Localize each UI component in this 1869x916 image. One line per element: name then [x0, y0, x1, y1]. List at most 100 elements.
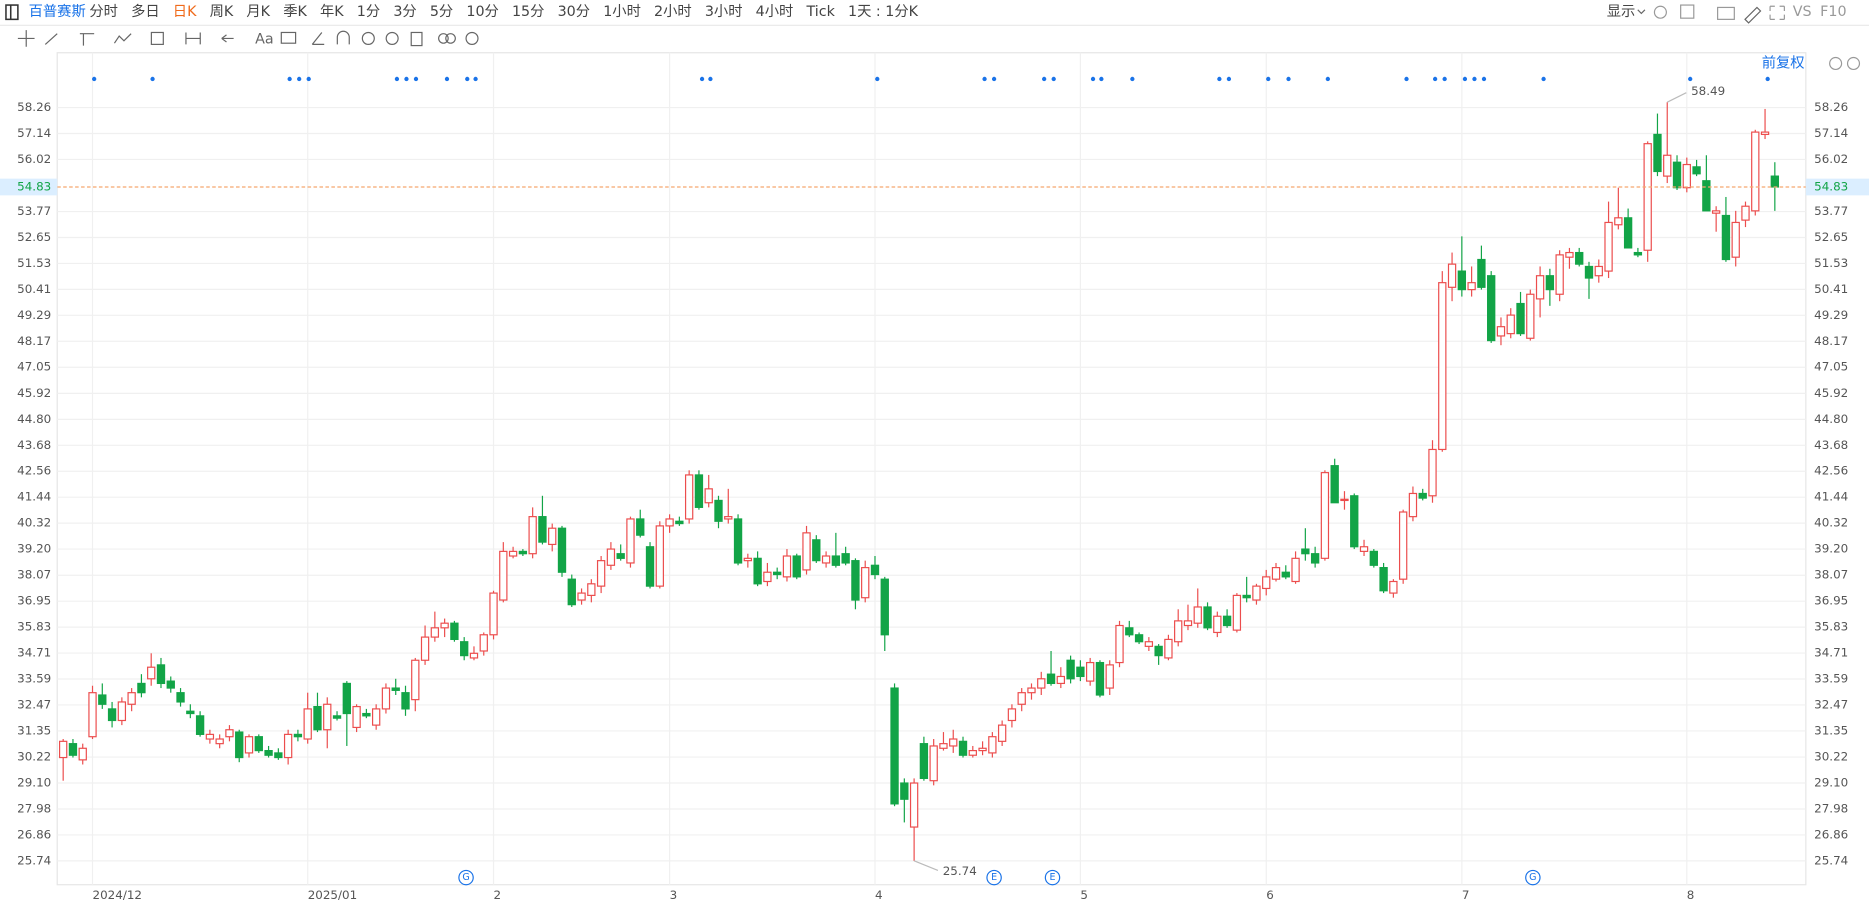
event-marker[interactable] [986, 869, 1002, 886]
magnet-tool[interactable] [336, 30, 350, 45]
period-button[interactable]: 2小时 [654, 3, 692, 20]
wave-tool[interactable] [113, 33, 132, 44]
move-tool[interactable] [17, 30, 35, 47]
candle-body [1154, 645, 1163, 657]
y-tick-label: 49.29 [17, 308, 51, 322]
candle-body [1408, 492, 1418, 518]
fullscreen-icon[interactable] [1769, 5, 1785, 20]
y-tick-label-right: 35.83 [1814, 620, 1848, 634]
angle-tool[interactable] [311, 32, 325, 45]
period-button[interactable]: 30分 [558, 3, 591, 20]
event-marker[interactable] [1044, 869, 1061, 886]
candle-body [861, 567, 870, 599]
candle-body [782, 555, 792, 578]
candle-body [1760, 131, 1770, 136]
candle-body [929, 745, 938, 782]
candle-body [1545, 275, 1555, 291]
axis-labels: 58.26 58.26 57.14 57.14 56.02 56.02 53.77 53.77… [0, 84, 1869, 902]
period-button[interactable]: Tick [805, 4, 835, 20]
hide-tool[interactable] [385, 31, 399, 45]
candle-body [939, 743, 948, 749]
symbol-name[interactable]: 百普赛斯 [29, 3, 86, 20]
candle-body [1770, 175, 1780, 188]
candle-body [1496, 326, 1506, 337]
draw-icon[interactable] [1744, 6, 1762, 24]
period-button[interactable]: 3分 [393, 3, 416, 20]
delete-tool[interactable] [410, 31, 423, 47]
candle-body [1457, 270, 1467, 291]
candle-body [1095, 661, 1105, 696]
display-menu[interactable]: 显示 [1607, 4, 1636, 20]
y-tick-label: 31.35 [17, 723, 51, 737]
snapshot-icon[interactable] [1717, 6, 1735, 20]
period-button[interactable]: 10分 [466, 3, 499, 20]
candle-body [195, 715, 205, 735]
last-price-label: 54.83 [17, 179, 51, 193]
event-marker-label: E [991, 872, 997, 883]
range-tool[interactable] [185, 32, 201, 45]
layout-icon[interactable] [1680, 4, 1695, 19]
y-tick-label-right: 57.14 [1814, 126, 1848, 140]
candle-body [870, 564, 880, 576]
period-button[interactable]: 分时 [89, 3, 118, 20]
period-button[interactable]: 5分 [430, 3, 453, 20]
period-button[interactable]: 年K [320, 3, 344, 20]
candle-body [1203, 606, 1212, 629]
candle-body [274, 752, 283, 759]
period-button[interactable]: 月K [246, 4, 270, 20]
y-tick-label-right: 27.98 [1814, 801, 1848, 815]
line-tool[interactable] [44, 33, 58, 45]
candle-body [342, 682, 351, 715]
y-tick-label: 25.74 [17, 853, 51, 867]
candle-body [1653, 133, 1662, 173]
candle-body [1007, 708, 1017, 722]
candle-body [733, 518, 743, 564]
overlay-tool[interactable] [438, 33, 449, 44]
sidebar-toggle[interactable] [5, 4, 19, 21]
y-tick-label: 58.26 [17, 100, 51, 114]
period-button[interactable]: 1分 [357, 3, 380, 20]
arrow-tool[interactable] [221, 34, 234, 43]
event-dot [404, 76, 409, 82]
zoom-in[interactable] [1846, 56, 1861, 71]
candle-body [1584, 265, 1594, 279]
measure-tool[interactable] [150, 31, 164, 45]
period-button[interactable]: 1小时 [603, 3, 641, 20]
event-dot [1481, 76, 1487, 82]
zoom-out[interactable] [1829, 56, 1843, 71]
comment-tool[interactable] [280, 31, 297, 44]
period-button[interactable]: 15分 [512, 3, 545, 20]
candle-body [753, 557, 762, 585]
candle-body [479, 634, 488, 652]
period-button[interactable]: 4小时 [756, 3, 794, 20]
adjust-mode[interactable]: 前复权 [1762, 53, 1805, 71]
period-button[interactable]: 多日 [131, 3, 160, 20]
period-button[interactable]: 季K [283, 3, 307, 20]
x-tick-label: 3 [670, 888, 678, 902]
candle-body [821, 555, 831, 564]
candle-body [1702, 180, 1711, 212]
settings-icon[interactable] [1653, 5, 1667, 19]
y-tick-label-right: 49.29 [1814, 308, 1848, 322]
candle-body [235, 731, 244, 759]
event-marker[interactable] [1525, 869, 1541, 886]
tool-settings[interactable] [465, 31, 479, 45]
period-button[interactable]: 日K [173, 4, 197, 20]
lock-tool[interactable] [361, 31, 375, 45]
y-tick-label: 39.20 [17, 542, 51, 556]
period-button[interactable]: 3小时 [705, 3, 743, 20]
y-tick-label: 48.17 [17, 334, 51, 348]
candle-body [508, 550, 518, 557]
candle-body [616, 553, 625, 559]
fib-tool[interactable] [79, 33, 95, 46]
event-marker[interactable] [458, 869, 474, 886]
period-button[interactable]: 周K [210, 4, 234, 20]
candle-body [107, 708, 117, 722]
f10-button[interactable]: F10 [1820, 4, 1846, 20]
event-dot [1472, 76, 1477, 82]
candle-body [420, 636, 430, 661]
candle-body [1301, 548, 1310, 555]
text-tool[interactable]: Aa [255, 32, 274, 48]
vs-button[interactable]: VS [1793, 4, 1812, 20]
period-button[interactable]: 1天 : 1分K [848, 3, 919, 20]
